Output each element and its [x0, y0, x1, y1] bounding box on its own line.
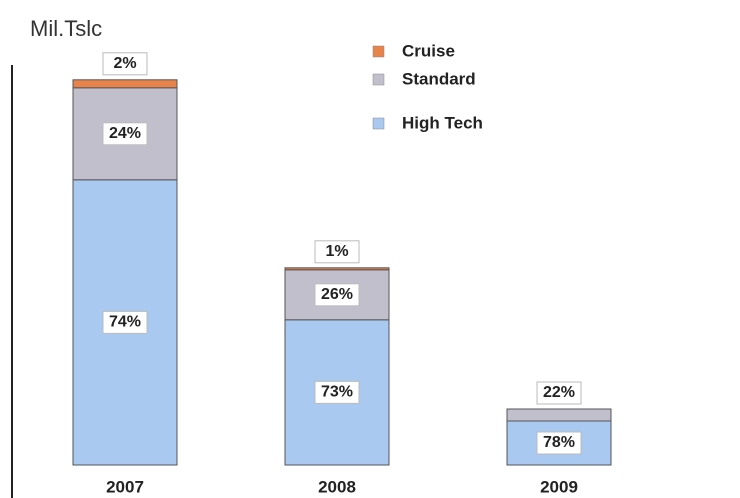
label-box [314, 283, 360, 307]
share-label: 78% [543, 434, 575, 451]
legend-swatch [372, 73, 385, 86]
legend-label: Cruise [402, 41, 455, 60]
label-box [536, 431, 582, 455]
axis-title: Mil.Tslc [30, 16, 102, 41]
legend-label: High Tech [402, 113, 483, 132]
share-label: 26% [321, 286, 353, 303]
legend-swatch [372, 45, 385, 58]
bar-segment [506, 408, 612, 422]
legend-swatch [372, 117, 385, 130]
label-box [102, 310, 148, 334]
share-label: 74% [109, 314, 141, 331]
bar-segment [72, 79, 178, 89]
share-label: 24% [109, 125, 141, 142]
x-tick-label: 2009 [540, 477, 578, 496]
x-tick-label: 2007 [106, 477, 144, 496]
label-box [536, 381, 582, 405]
label-box [102, 122, 148, 146]
x-tick-label: 2008 [318, 477, 356, 496]
legend-label: Standard [402, 69, 476, 88]
share-label: 22% [543, 384, 575, 401]
label-box [102, 52, 148, 76]
bar-segment [284, 267, 390, 271]
share-label: 2% [113, 55, 136, 72]
share-label: 73% [321, 384, 353, 401]
share-label: 1% [325, 243, 348, 260]
label-box [314, 380, 360, 404]
label-box [314, 240, 360, 264]
